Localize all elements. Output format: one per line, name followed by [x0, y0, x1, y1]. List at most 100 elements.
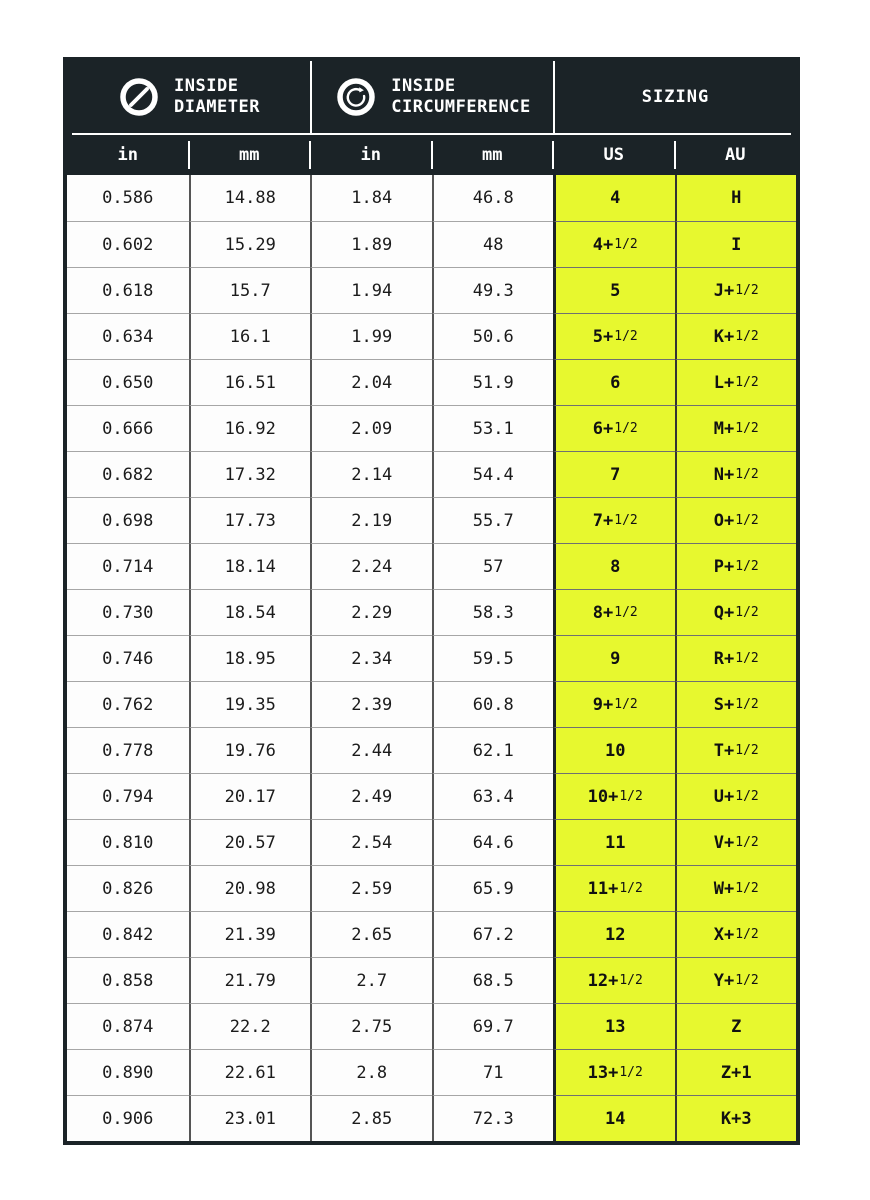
- cell-au-size: P+ 1/2: [674, 543, 796, 589]
- cell-us-size: 8: [553, 543, 675, 589]
- cell-diameter-in: 0.794: [67, 773, 189, 819]
- cell-diameter-mm: 16.51: [188, 359, 310, 405]
- cell-diameter-in: 0.778: [67, 727, 189, 773]
- cell-us-size: 13: [553, 1003, 675, 1049]
- cell-diameter-mm: 16.92: [188, 405, 310, 451]
- cell-circumference-in: 1.94: [310, 267, 432, 313]
- cell-circumference-mm: 68.5: [431, 957, 553, 1003]
- half-size-fraction: 1/2: [614, 513, 638, 528]
- cell-circumference-in: 1.84: [310, 175, 432, 221]
- cell-au-size: U+ 1/2: [674, 773, 796, 819]
- cell-circumference-mm: 69.7: [431, 1003, 553, 1049]
- cell-diameter-in: 0.586: [67, 175, 189, 221]
- header-group-inside-circumference: INSIDE CIRCUMFERENCE: [310, 61, 553, 133]
- cell-circumference-mm: 67.2: [431, 911, 553, 957]
- half-size-fraction: 1/2: [614, 697, 638, 712]
- cell-us-size: 5: [553, 267, 675, 313]
- header-group-label: INSIDE CIRCUMFERENCE: [391, 76, 531, 118]
- cell-diameter-mm: 16.1: [188, 313, 310, 359]
- cell-diameter-mm: 19.35: [188, 681, 310, 727]
- cell-us-size: 14: [553, 1095, 675, 1141]
- cell-diameter-in: 0.826: [67, 865, 189, 911]
- cell-diameter-in: 0.890: [67, 1049, 189, 1095]
- cell-circumference-mm: 64.6: [431, 819, 553, 865]
- cell-au-size: N+ 1/2: [674, 451, 796, 497]
- half-size-fraction: 1/2: [735, 421, 759, 436]
- column-header-au-size: AU: [673, 135, 797, 175]
- half-size-fraction: 1/2: [619, 789, 643, 804]
- cell-circumference-mm: 62.1: [431, 727, 553, 773]
- cell-us-size: 11+ 1/2: [553, 865, 675, 911]
- column-header-circumference-in: in: [309, 135, 432, 175]
- half-size-fraction: 1/2: [614, 329, 638, 344]
- cell-diameter-mm: 15.7: [188, 267, 310, 313]
- header-group-label: SIZING: [641, 87, 710, 107]
- cell-us-size: 13+ 1/2: [553, 1049, 675, 1095]
- cell-diameter-in: 0.698: [67, 497, 189, 543]
- cell-diameter-mm: 18.95: [188, 635, 310, 681]
- cell-circumference-mm: 59.5: [431, 635, 553, 681]
- cell-circumference-mm: 58.3: [431, 589, 553, 635]
- cell-circumference-in: 2.24: [310, 543, 432, 589]
- cell-circumference-in: 2.59: [310, 865, 432, 911]
- half-size-fraction: 1/2: [735, 881, 759, 896]
- cell-us-size: 12: [553, 911, 675, 957]
- header-label-line: INSIDE: [391, 76, 456, 96]
- cell-circumference-mm: 51.9: [431, 359, 553, 405]
- header-group-inside-diameter: INSIDE DIAMETER: [67, 61, 310, 133]
- cell-circumference-in: 2.85: [310, 1095, 432, 1141]
- half-size-fraction: 1/2: [735, 513, 759, 528]
- cell-circumference-mm: 54.4: [431, 451, 553, 497]
- cell-circumference-in: 2.14: [310, 451, 432, 497]
- circumference-icon: [334, 75, 378, 119]
- cell-au-size: H: [674, 175, 796, 221]
- header-label-line: DIAMETER: [174, 97, 260, 117]
- column-header-diameter-mm: mm: [187, 135, 311, 175]
- cell-diameter-mm: 19.76: [188, 727, 310, 773]
- cell-au-size: M+ 1/2: [674, 405, 796, 451]
- cell-diameter-mm: 21.79: [188, 957, 310, 1003]
- cell-diameter-in: 0.666: [67, 405, 189, 451]
- half-size-fraction: 1/2: [735, 973, 759, 988]
- cell-au-size: K+3: [674, 1095, 796, 1141]
- cell-us-size: 8+ 1/2: [553, 589, 675, 635]
- half-size-fraction: 1/2: [614, 605, 638, 620]
- cell-circumference-in: 1.89: [310, 221, 432, 267]
- cell-diameter-in: 0.634: [67, 313, 189, 359]
- cell-au-size: V+ 1/2: [674, 819, 796, 865]
- cell-diameter-mm: 18.14: [188, 543, 310, 589]
- cell-us-size: 4: [553, 175, 675, 221]
- half-size-fraction: 1/2: [735, 605, 759, 620]
- ring-size-chart: INSIDE DIAMETER INSIDE CIRCUMFERENCE: [63, 57, 800, 1145]
- cell-circumference-in: 2.65: [310, 911, 432, 957]
- cell-diameter-in: 0.682: [67, 451, 189, 497]
- half-size-fraction: 1/2: [614, 421, 638, 436]
- cell-diameter-in: 0.858: [67, 957, 189, 1003]
- header-label-line: CIRCUMFERENCE: [391, 97, 531, 117]
- cell-circumference-mm: 53.1: [431, 405, 553, 451]
- cell-au-size: Y+ 1/2: [674, 957, 796, 1003]
- cell-diameter-in: 0.730: [67, 589, 189, 635]
- cell-circumference-in: 2.39: [310, 681, 432, 727]
- cell-circumference-mm: 48: [431, 221, 553, 267]
- cell-circumference-mm: 60.8: [431, 681, 553, 727]
- cell-circumference-mm: 63.4: [431, 773, 553, 819]
- cell-au-size: R+ 1/2: [674, 635, 796, 681]
- cell-us-size: 11: [553, 819, 675, 865]
- cell-diameter-mm: 15.29: [188, 221, 310, 267]
- cell-circumference-in: 2.8: [310, 1049, 432, 1095]
- cell-us-size: 9+ 1/2: [553, 681, 675, 727]
- cell-circumference-mm: 57: [431, 543, 553, 589]
- half-size-fraction: 1/2: [735, 927, 759, 942]
- cell-circumference-mm: 50.6: [431, 313, 553, 359]
- half-size-fraction: 1/2: [735, 559, 759, 574]
- cell-diameter-mm: 17.32: [188, 451, 310, 497]
- cell-us-size: 12+ 1/2: [553, 957, 675, 1003]
- cell-au-size: L+ 1/2: [674, 359, 796, 405]
- cell-circumference-mm: 65.9: [431, 865, 553, 911]
- cell-circumference-in: 2.44: [310, 727, 432, 773]
- cell-diameter-mm: 21.39: [188, 911, 310, 957]
- header-group-label: INSIDE DIAMETER: [174, 76, 260, 118]
- half-size-fraction: 1/2: [619, 881, 643, 896]
- cell-circumference-mm: 71: [431, 1049, 553, 1095]
